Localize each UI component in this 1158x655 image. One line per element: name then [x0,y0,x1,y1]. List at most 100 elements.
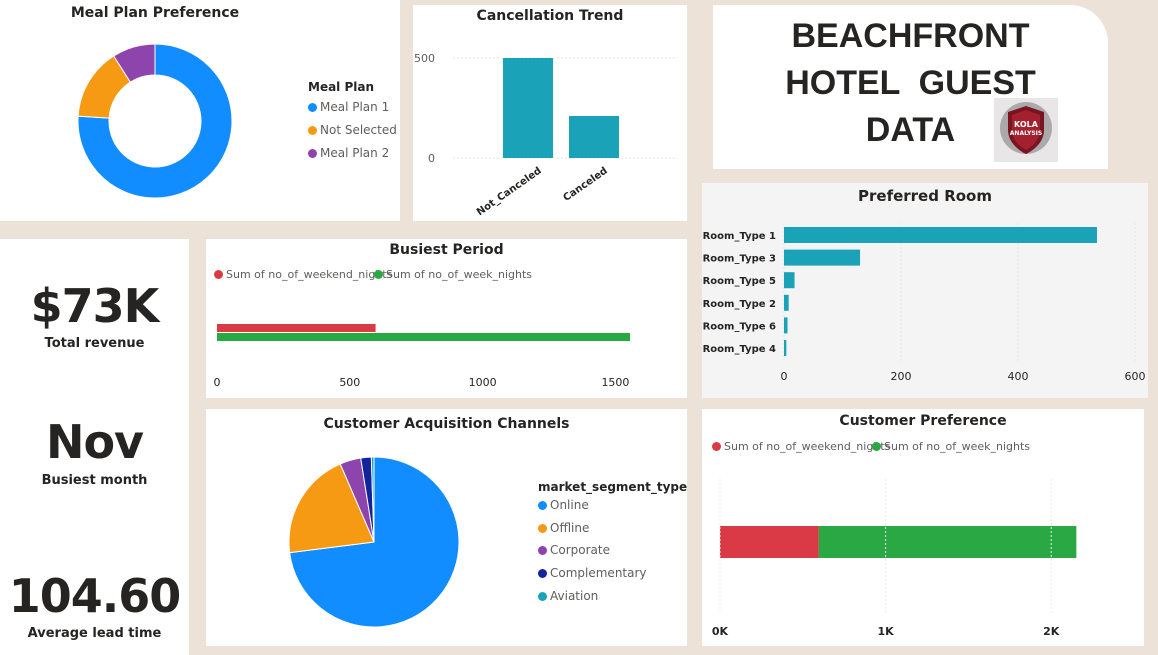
title-line-2: HOTEL GUEST [785,64,1036,102]
acquisition-title: Customer Acquisition Channels [323,416,570,432]
bar-sum-of-no-of-week-nights[interactable] [818,526,1077,558]
legend-item-not-selected[interactable]: Not Selected [308,123,397,137]
legend-dot-icon [872,442,881,451]
y-tick-label: Room_Type 2 [703,299,776,310]
legend-label: Meal Plan 1 [320,100,390,114]
logo-text-line-1: KOLA [1014,120,1038,129]
legend-item-aviation[interactable]: Aviation [538,589,598,603]
shield-icon [1000,102,1052,154]
dashboard-title: BEACHFRONT HOTEL GUEST DATA [713,13,1108,154]
legend-dot-icon [538,592,547,601]
meal-plan-title: Meal Plan Preference [70,5,240,21]
cancellation-card[interactable]: Cancellation Trend 0 500 Not_Canceled Cance… [413,5,687,221]
title-line-1: BEACHFRONT [791,17,1030,55]
meal-plan-legend-title: Meal Plan [308,80,375,94]
bar-not-canceled[interactable] [503,58,553,158]
preferred-room-title: Preferred Room [858,187,992,205]
x-tick-label: Canceled [561,165,609,203]
legend-dot-icon [538,569,547,578]
legend-item-week-nights[interactable]: Sum of no_of_week_nights [374,268,532,281]
y-tick-label: Room_Type 5 [703,276,776,287]
slice-meal-plan-1[interactable] [77,43,233,199]
legend-item-weekend-nights[interactable]: Sum of no_of_weekend_nights [214,268,392,281]
y-tick-label: Room_Type 4 [703,344,776,355]
cancellation-bar-chart[interactable]: 0 500 Not_Canceled Canceled [413,5,687,221]
legend-label: Corporate [550,543,610,557]
x-tick-label: 500 [339,376,360,389]
legend-label: Meal Plan 2 [320,146,390,160]
legend-item-online[interactable]: Online [538,498,589,512]
x-tick-label: 1500 [601,376,629,389]
legend-dot-icon [538,501,547,510]
bar-room-type-2[interactable] [784,294,789,311]
bar-sum-of-no-of-week-nights[interactable] [217,333,631,341]
y-tick-label: Room_Type 6 [703,321,776,332]
logo-text: KOLA ANALYSIS [994,120,1058,138]
bar-sum-of-no-of-weekend-nights[interactable] [217,324,376,332]
legend-dot-icon [712,442,721,451]
legend-dot-icon [308,126,317,135]
customer-preference-bar-chart[interactable]: 0K 1K 2K [702,409,1144,646]
total-revenue-value: $73K [30,279,160,333]
bar-room-type-6[interactable] [784,317,788,334]
busiest-period-card[interactable]: Busiest Period Sum of no_of_weekend_nigh… [206,239,687,398]
average-lead-time-label: Average lead time [27,626,162,641]
legend-dot-icon [308,103,317,112]
bar-room-type-3[interactable] [784,249,861,266]
legend-dot-icon [374,270,383,279]
bar-room-type-4[interactable] [784,340,787,356]
legend-item-week-nights[interactable]: Sum of no_of_week_nights [872,440,1030,453]
kola-analysis-logo: KOLA ANALYSIS [994,98,1058,162]
bar-canceled[interactable] [569,116,619,158]
legend-label: Sum of no_of_weekend_nights [226,268,393,281]
busiest-period-title: Busiest Period [389,242,504,258]
cancellation-title: Cancellation Trend [476,8,624,24]
x-tick-label: 0 [781,370,788,383]
legend-label: Sum of no_of_weekend_nights [724,440,891,453]
x-tick-label: 600 [1125,370,1146,383]
legend-label: Aviation [550,589,599,603]
x-tick-label: 1K [878,625,895,638]
customer-preference-title: Customer Preference [839,413,1007,429]
busiest-period-bar-chart[interactable]: 0 500 1000 1500 [206,239,687,398]
preferred-room-bar-chart[interactable]: 0 200 400 600 Room_Type 1 Room_Type 3 Room_Typ… [702,183,1148,398]
slice-meal-plan-2[interactable] [113,43,156,83]
legend-item-weekend-nights[interactable]: Sum of no_of_weekend_nights [712,440,890,453]
y-tick-label: 500 [414,52,435,65]
legend-item-meal-plan-2[interactable]: Meal Plan 2 [308,146,389,160]
bar-room-type-1[interactable] [784,227,1097,243]
customer-preference-card[interactable]: Customer Preference Sum of no_of_weekend… [702,409,1144,646]
legend-dot-icon [308,149,317,158]
legend-item-meal-plan-1[interactable]: Meal Plan 1 [308,100,389,114]
legend-label: Sum of no_of_week_nights [884,440,1030,453]
legend-item-offline[interactable]: Offline [538,521,589,535]
slice-aviation[interactable] [370,456,375,543]
legend-item-complementary[interactable]: Complementary [538,566,647,580]
x-tick-label: 400 [1008,370,1029,383]
y-tick-label: 0 [428,152,435,165]
legend-label: Online [550,498,589,512]
x-tick-label: 200 [891,370,912,383]
meal-plan-donut[interactable] [0,0,400,221]
legend-label: Offline [550,521,590,535]
meal-plan-card[interactable]: Meal Plan Preference Meal Plan Meal Plan… [0,0,400,221]
title-line-3: DATA [865,111,956,149]
title-banner: BEACHFRONT HOTEL GUEST DATA KOLA ANALYSI… [713,5,1108,169]
legend-dot-icon [538,524,547,533]
bar-room-type-5[interactable] [784,272,795,289]
preferred-room-card[interactable]: Preferred Room 0 200 400 600 Room_Type 1 Room… [702,183,1148,398]
logo-text-line-2: ANALYSIS [1009,130,1043,137]
y-tick-label: Room_Type 3 [703,254,776,265]
total-revenue-label: Total revenue [44,336,145,351]
slice-offline[interactable] [288,463,375,554]
legend-dot-icon [214,270,223,279]
legend-label: Sum of no_of_week_nights [386,268,532,281]
legend-label: Not Selected [320,123,397,137]
x-tick-label: 0K [712,625,729,638]
bar-sum-of-no-of-weekend-nights[interactable] [720,526,819,558]
acquisition-card[interactable]: Customer Acquisition Channels market_seg… [206,409,687,646]
kpi-card: $73K Total revenue Nov Busiest month 104… [0,239,189,655]
acquisition-pie-chart[interactable] [206,409,687,646]
legend-item-corporate[interactable]: Corporate [538,543,610,557]
x-tick-label: Not_Canceled [475,165,544,218]
